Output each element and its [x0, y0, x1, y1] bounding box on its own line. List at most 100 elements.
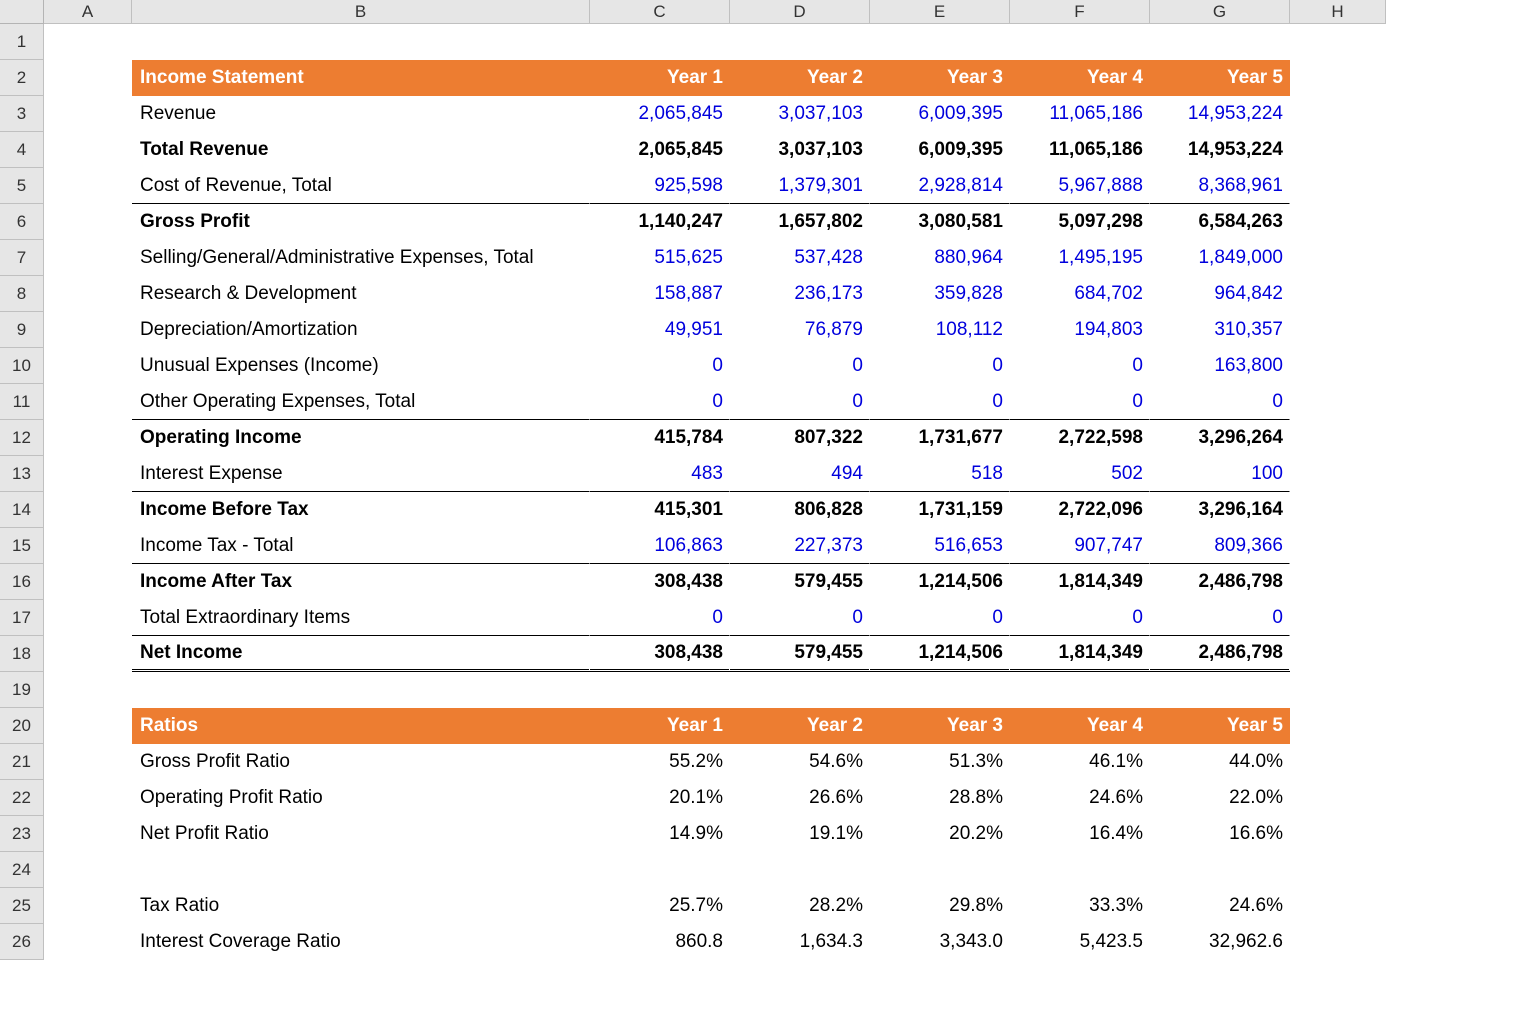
cell[interactable] — [1010, 24, 1150, 60]
income-row-label[interactable]: Income After Tax — [132, 564, 590, 600]
cell[interactable] — [44, 708, 132, 744]
income-row-label[interactable]: Other Operating Expenses, Total — [132, 384, 590, 420]
ratio-row-label[interactable]: Operating Profit Ratio — [132, 780, 590, 816]
income-row-value[interactable]: 49,951 — [590, 312, 730, 348]
income-row-value[interactable]: 0 — [870, 600, 1010, 636]
row-header-11[interactable]: 11 — [0, 384, 44, 420]
row-header-9[interactable]: 9 — [0, 312, 44, 348]
income-row-value[interactable]: 14,953,224 — [1150, 96, 1290, 132]
ratio-row-value[interactable]: 33.3% — [1010, 888, 1150, 924]
cell[interactable] — [1290, 60, 1386, 96]
income-row-value[interactable]: 1,495,195 — [1010, 240, 1150, 276]
income-row-value[interactable]: 2,722,096 — [1010, 492, 1150, 528]
cell[interactable] — [730, 672, 870, 708]
income-row-value[interactable]: 515,625 — [590, 240, 730, 276]
cell[interactable] — [1010, 672, 1150, 708]
cell[interactable] — [1290, 600, 1386, 636]
income-row-value[interactable]: 359,828 — [870, 276, 1010, 312]
cell[interactable] — [870, 24, 1010, 60]
income-row-value[interactable]: 3,296,264 — [1150, 420, 1290, 456]
ratios-year-3[interactable]: Year 3 — [870, 708, 1010, 744]
cell[interactable] — [590, 24, 730, 60]
income-row-value[interactable]: 6,009,395 — [870, 132, 1010, 168]
cell[interactable] — [44, 888, 132, 924]
income-row-value[interactable]: 227,373 — [730, 528, 870, 564]
column-header-g[interactable]: G — [1150, 0, 1290, 24]
income-row-value[interactable]: 0 — [1150, 600, 1290, 636]
income-row-value[interactable]: 684,702 — [1010, 276, 1150, 312]
cell[interactable] — [1290, 456, 1386, 492]
cell[interactable] — [1150, 672, 1290, 708]
cell[interactable] — [1290, 348, 1386, 384]
cell[interactable] — [1290, 132, 1386, 168]
income-row-value[interactable]: 310,357 — [1150, 312, 1290, 348]
income-row-value[interactable]: 579,455 — [730, 564, 870, 600]
income-row-value[interactable]: 0 — [1010, 600, 1150, 636]
cell[interactable] — [44, 384, 132, 420]
ratio-row-label[interactable]: Interest Coverage Ratio — [132, 924, 590, 960]
row-header-3[interactable]: 3 — [0, 96, 44, 132]
ratio-row-label[interactable]: Tax Ratio — [132, 888, 590, 924]
income-row-value[interactable]: 1,140,247 — [590, 204, 730, 240]
income-row-value[interactable]: 5,097,298 — [1010, 204, 1150, 240]
ratio-row-value[interactable]: 860.8 — [590, 924, 730, 960]
cell[interactable] — [44, 348, 132, 384]
income-row-value[interactable]: 518 — [870, 456, 1010, 492]
cell[interactable] — [1290, 276, 1386, 312]
ratio-row-value[interactable]: 51.3% — [870, 744, 1010, 780]
cell[interactable] — [44, 492, 132, 528]
cell[interactable] — [1290, 924, 1386, 960]
ratio-row-value[interactable]: 19.1% — [730, 816, 870, 852]
income-row-value[interactable]: 6,009,395 — [870, 96, 1010, 132]
cell[interactable] — [44, 312, 132, 348]
cell[interactable] — [870, 672, 1010, 708]
income-row-value[interactable]: 807,322 — [730, 420, 870, 456]
income-row-value[interactable]: 579,455 — [730, 636, 870, 672]
ratio-row-value[interactable]: 55.2% — [590, 744, 730, 780]
row-header-21[interactable]: 21 — [0, 744, 44, 780]
ratios-year-5[interactable]: Year 5 — [1150, 708, 1290, 744]
income-row-value[interactable]: 0 — [870, 348, 1010, 384]
income-row-label[interactable]: Income Before Tax — [132, 492, 590, 528]
income-row-value[interactable]: 308,438 — [590, 636, 730, 672]
income-row-value[interactable]: 1,657,802 — [730, 204, 870, 240]
row-header-5[interactable]: 5 — [0, 168, 44, 204]
ratio-row-value[interactable] — [870, 852, 1010, 888]
column-header-h[interactable]: H — [1290, 0, 1386, 24]
cell[interactable] — [44, 276, 132, 312]
income-row-label[interactable]: Income Tax - Total — [132, 528, 590, 564]
row-header-18[interactable]: 18 — [0, 636, 44, 672]
cell[interactable] — [1290, 204, 1386, 240]
ratio-row-value[interactable]: 5,423.5 — [1010, 924, 1150, 960]
income-row-value[interactable]: 537,428 — [730, 240, 870, 276]
income-row-label[interactable]: Total Extraordinary Items — [132, 600, 590, 636]
income-row-value[interactable]: 11,065,186 — [1010, 132, 1150, 168]
income-row-label[interactable]: Depreciation/Amortization — [132, 312, 590, 348]
income-row-value[interactable]: 483 — [590, 456, 730, 492]
cell[interactable] — [1290, 636, 1386, 672]
row-header-10[interactable]: 10 — [0, 348, 44, 384]
ratio-row-label[interactable] — [132, 852, 590, 888]
cell[interactable] — [44, 168, 132, 204]
cell[interactable] — [1290, 816, 1386, 852]
cell[interactable] — [44, 96, 132, 132]
income-row-value[interactable]: 925,598 — [590, 168, 730, 204]
income-row-value[interactable]: 5,967,888 — [1010, 168, 1150, 204]
cell[interactable] — [44, 564, 132, 600]
cell[interactable] — [44, 132, 132, 168]
cell[interactable] — [44, 420, 132, 456]
ratio-row-value[interactable] — [730, 852, 870, 888]
income-row-label[interactable]: Net Income — [132, 636, 590, 672]
column-header-d[interactable]: D — [730, 0, 870, 24]
row-header-12[interactable]: 12 — [0, 420, 44, 456]
cell[interactable] — [44, 816, 132, 852]
cell[interactable] — [1290, 240, 1386, 276]
cell[interactable] — [44, 780, 132, 816]
ratio-row-value[interactable]: 20.2% — [870, 816, 1010, 852]
ratio-row-value[interactable]: 16.6% — [1150, 816, 1290, 852]
ratios-year-4[interactable]: Year 4 — [1010, 708, 1150, 744]
income-row-label[interactable]: Research & Development — [132, 276, 590, 312]
income-title[interactable]: Income Statement — [132, 60, 590, 96]
row-header-2[interactable]: 2 — [0, 60, 44, 96]
row-header-25[interactable]: 25 — [0, 888, 44, 924]
